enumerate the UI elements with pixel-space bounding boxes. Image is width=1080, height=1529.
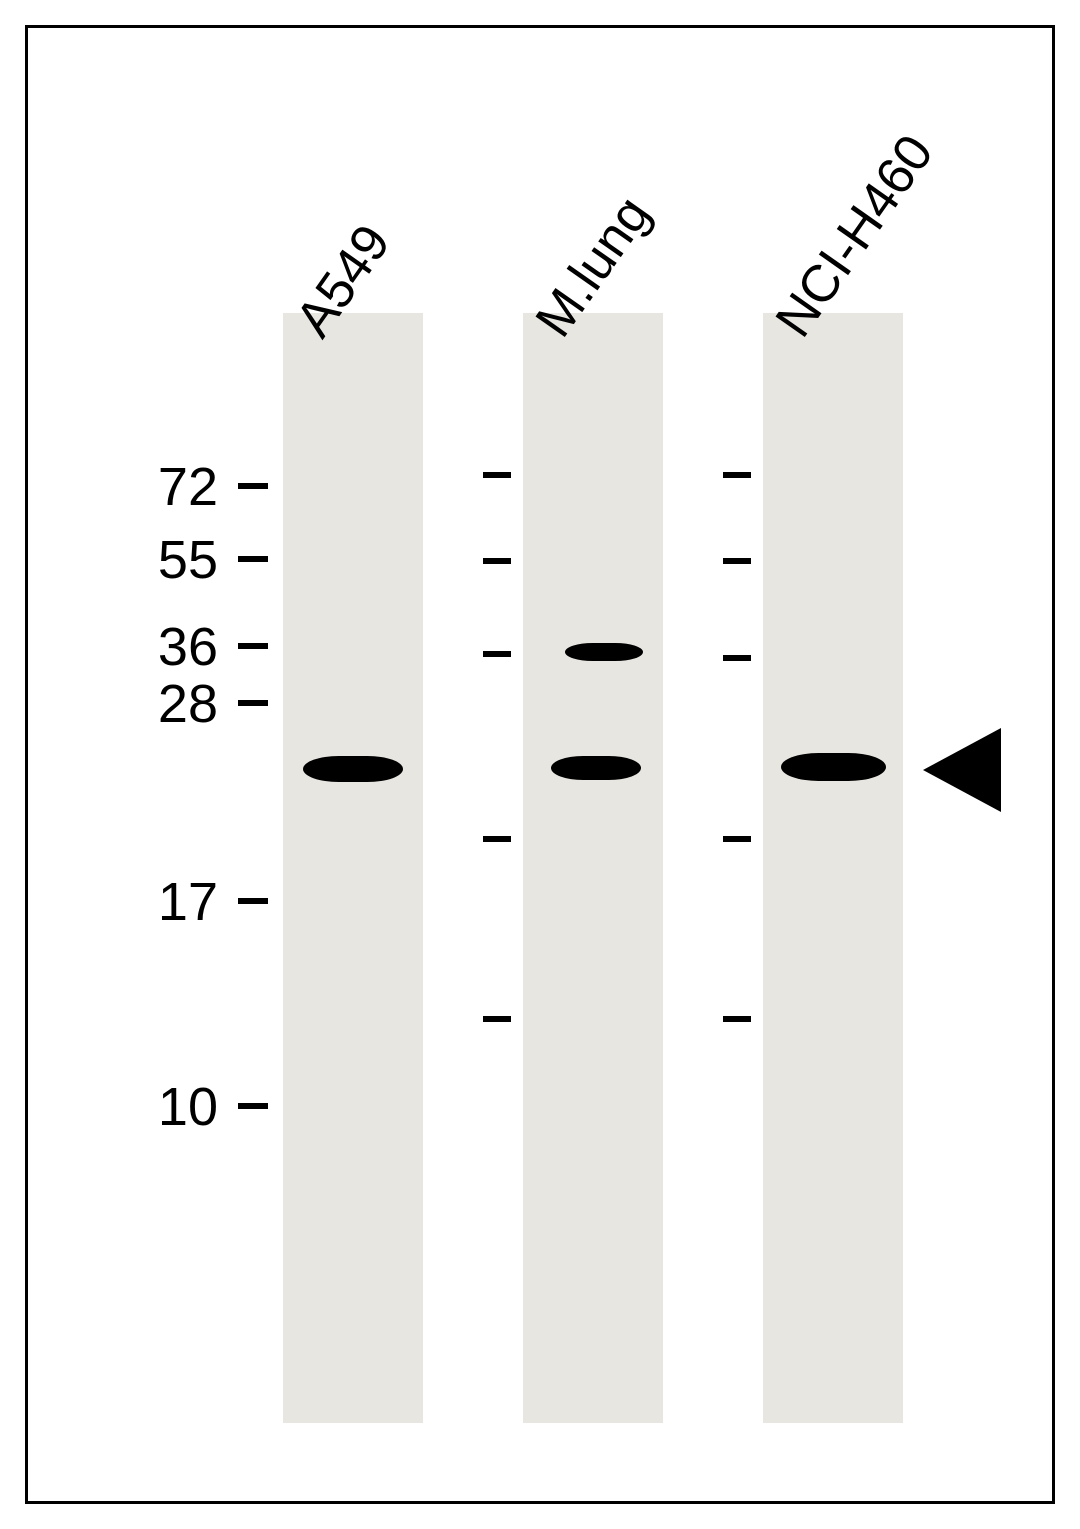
mw-label-36: 36	[118, 616, 218, 678]
lane-2	[523, 313, 663, 1423]
mw-tick-36	[238, 643, 268, 649]
target-band-arrow-icon	[923, 728, 1001, 812]
blot-area: A549 M.lung NCI-H460 72 55 36 28 17 10	[28, 28, 1052, 1501]
mw-tick-28	[238, 700, 268, 706]
mw-label-17: 17	[118, 871, 218, 933]
mw-tick-17	[238, 898, 268, 904]
marker-tick-l3-2	[723, 558, 751, 564]
marker-tick-l2-4	[483, 836, 511, 842]
mw-label-10: 10	[118, 1076, 218, 1138]
marker-tick-l2-3	[483, 651, 511, 657]
mw-tick-10	[238, 1103, 268, 1109]
mw-tick-72	[238, 483, 268, 489]
band-lane3-1	[781, 753, 886, 781]
marker-tick-l3-4	[723, 836, 751, 842]
band-lane2-1	[565, 643, 643, 661]
marker-tick-l3-1	[723, 472, 751, 478]
mw-label-28: 28	[118, 673, 218, 735]
mw-label-55: 55	[118, 529, 218, 591]
blot-frame: A549 M.lung NCI-H460 72 55 36 28 17 10	[25, 25, 1055, 1504]
marker-tick-l2-5	[483, 1016, 511, 1022]
mw-label-72: 72	[118, 456, 218, 518]
marker-tick-l2-2	[483, 558, 511, 564]
mw-tick-55	[238, 556, 268, 562]
lane-1	[283, 313, 423, 1423]
marker-tick-l3-3	[723, 655, 751, 661]
marker-tick-l2-1	[483, 472, 511, 478]
band-lane1-1	[303, 756, 403, 782]
marker-tick-l3-5	[723, 1016, 751, 1022]
lane-3	[763, 313, 903, 1423]
band-lane2-2	[551, 756, 641, 780]
